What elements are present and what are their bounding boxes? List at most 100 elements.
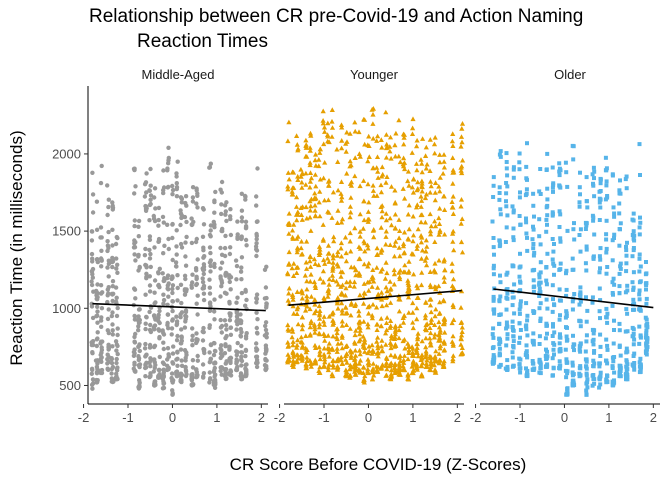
point [166,236,171,242]
point [339,194,345,200]
point [423,351,429,356]
point [458,197,465,202]
point [152,323,158,328]
point [632,307,637,312]
point [262,333,268,338]
point [183,240,188,245]
point [406,202,412,208]
point [299,340,305,345]
point [165,168,170,173]
point [578,364,583,369]
point [175,349,180,354]
point [504,151,509,156]
point [132,238,137,243]
point [498,294,503,299]
point [95,295,100,300]
point [415,336,421,342]
point [423,191,429,197]
point [311,256,317,262]
point [365,245,371,251]
point [370,188,376,193]
x-tick-label-1--1: -1 [318,410,330,425]
point [109,376,115,381]
point [557,209,562,214]
point [423,361,430,366]
point [175,273,180,278]
point [238,334,244,339]
point [110,243,115,248]
point [388,362,394,368]
point [428,320,434,325]
point [552,302,556,307]
point [565,325,569,330]
point [491,245,496,250]
x-axis-title: CR Score Before COVID-19 (Z-Scores) [230,455,527,474]
point [637,324,642,329]
point [584,359,589,364]
point [326,282,332,287]
point [632,351,637,356]
point [414,283,420,288]
point [243,287,248,293]
point [518,264,523,269]
point [419,161,425,166]
point [545,197,550,202]
point [423,165,429,171]
point [360,226,366,231]
point [423,153,429,158]
point [317,150,323,155]
point [590,172,595,177]
point [583,261,588,266]
point [189,285,194,290]
point [584,295,588,300]
point [174,174,179,179]
point [392,243,398,248]
point [174,181,179,186]
point [201,255,206,260]
point [617,345,622,349]
point [401,135,407,140]
point [94,199,100,204]
point [388,155,394,161]
point [375,353,381,359]
point [392,187,398,193]
trend-line-0 [92,302,266,312]
point [339,138,345,143]
point [311,322,317,327]
point [254,236,259,242]
point [545,222,549,227]
point [565,391,570,396]
point [218,266,223,271]
point [383,109,389,115]
point [427,282,433,288]
point [285,138,291,144]
point [175,298,180,303]
point [459,350,465,356]
point [106,261,112,266]
point [114,313,120,319]
point [144,276,149,281]
point [90,210,96,215]
point [208,161,213,166]
point [415,285,421,291]
point [598,382,603,387]
point [144,204,149,209]
point [419,338,425,344]
point [423,248,429,254]
point [401,241,407,246]
point [360,344,366,349]
point [105,239,110,244]
point [498,207,503,212]
point [538,319,543,323]
point [194,331,199,336]
point [333,278,340,284]
point [179,327,184,332]
point [339,145,345,151]
point [95,304,100,309]
point [383,330,389,336]
point [115,270,120,275]
point [491,175,496,180]
point [110,279,116,284]
